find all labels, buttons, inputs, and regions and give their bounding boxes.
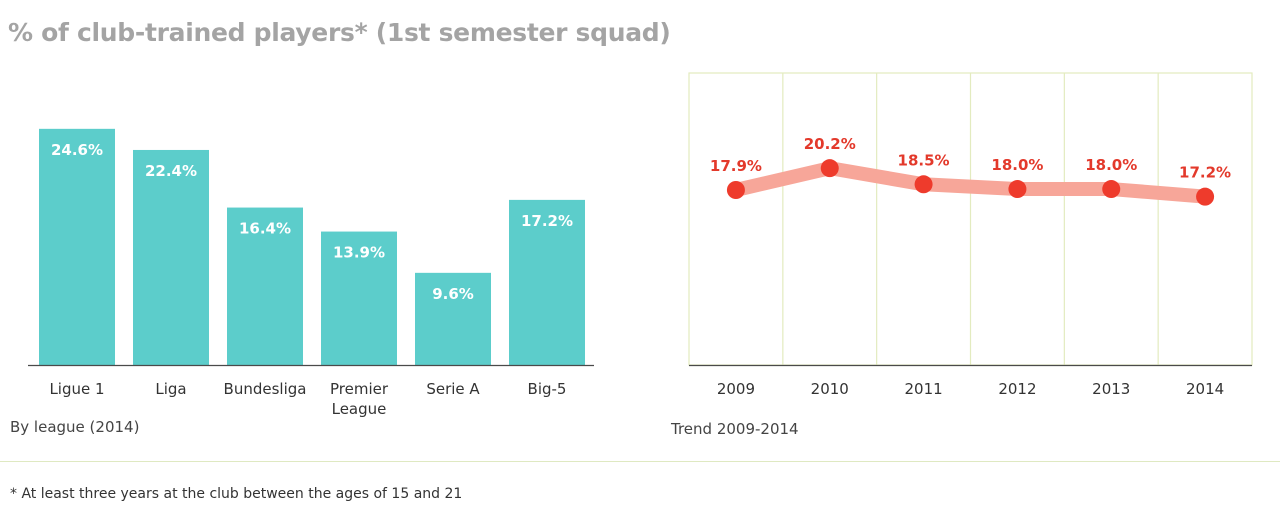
point-data-label: 18.0% xyxy=(991,156,1043,174)
bar xyxy=(415,272,491,365)
data-point xyxy=(820,159,839,178)
point-data-label: 18.5% xyxy=(898,151,950,169)
series-line xyxy=(728,161,1213,204)
bar-chart: 24.6% Ligue 1 22.4% Liga 16.4% Bundesliga 13.9… xyxy=(28,128,594,418)
footer-divider xyxy=(0,461,1280,462)
x-tick-label: 2014 xyxy=(1186,380,1224,398)
bar xyxy=(227,207,303,365)
x-tick-label: 2010 xyxy=(811,380,849,398)
line-chart-caption: Trend 2009-2014 xyxy=(671,420,799,438)
bar-data-label: 9.6% xyxy=(432,285,474,303)
bar xyxy=(509,199,585,365)
data-point xyxy=(914,175,933,194)
point-data-label: 20.2% xyxy=(804,135,856,153)
x-tick-label: Liga xyxy=(155,380,186,398)
point-data-label: 17.9% xyxy=(710,157,762,175)
x-tick-label: Big-5 xyxy=(528,380,567,398)
bar xyxy=(133,149,209,365)
bar-data-label: 17.2% xyxy=(521,212,573,230)
point-data-label: 17.2% xyxy=(1179,164,1231,182)
x-tick-label: 2009 xyxy=(717,380,755,398)
footnote: * At least three years at the club betwe… xyxy=(10,486,463,502)
bar-chart-caption: By league (2014) xyxy=(10,418,140,436)
data-point xyxy=(726,181,745,199)
x-tick-label: Premier xyxy=(330,380,389,398)
x-tick-label: 2011 xyxy=(904,380,942,398)
x-tick-label: 2013 xyxy=(1092,380,1130,398)
bar-data-label: 13.9% xyxy=(333,244,385,262)
point-data-label: 18.0% xyxy=(1085,156,1137,174)
bar xyxy=(321,231,397,365)
bar-data-label: 24.6% xyxy=(51,141,103,159)
x-tick-label: League xyxy=(332,400,387,418)
data-point xyxy=(1196,187,1215,206)
x-tick-label: 2012 xyxy=(998,380,1036,398)
x-tick-label: Ligue 1 xyxy=(49,380,104,398)
bar-data-label: 22.4% xyxy=(145,162,197,180)
x-tick-label: Serie A xyxy=(426,380,480,398)
bar xyxy=(39,128,115,365)
x-tick-label: Bundesliga xyxy=(224,380,307,398)
page-title: % of club-trained players* (1st semester… xyxy=(8,18,671,47)
bar-data-label: 16.4% xyxy=(239,220,291,238)
line-chart: 17.9% 2009 20.2% 2010 18.5% 2011 18.0% 2012 18.0… xyxy=(688,72,1253,398)
data-point xyxy=(1008,180,1027,199)
data-point xyxy=(1102,180,1121,199)
charts-canvas: 24.6% Ligue 1 22.4% Liga 16.4% Bundesliga 13.9… xyxy=(28,72,1253,418)
